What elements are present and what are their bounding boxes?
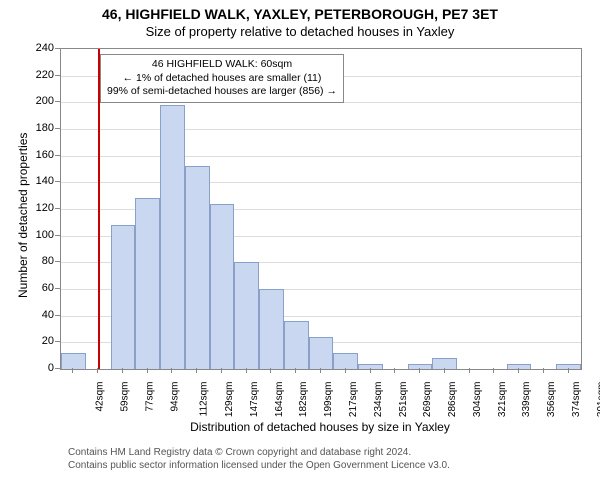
- histogram-bar: [210, 204, 235, 369]
- y-tick-label: 240: [30, 42, 54, 54]
- title-main: 46, HIGHFIELD WALK, YAXLEY, PETERBOROUGH…: [0, 0, 600, 22]
- title-sub: Size of property relative to detached ho…: [0, 22, 600, 43]
- y-tick-label: 0: [30, 362, 54, 374]
- histogram-bar: [259, 289, 284, 369]
- x-tick-label: 42sqm: [95, 382, 106, 412]
- histogram-bar: [333, 353, 358, 369]
- y-tick-mark: [55, 48, 60, 49]
- x-tick-mark: [270, 368, 271, 373]
- footer-text: Contains HM Land Registry data © Crown c…: [68, 446, 450, 472]
- x-tick-label: 374sqm: [571, 382, 582, 418]
- x-tick-mark: [221, 368, 222, 373]
- y-tick-label: 200: [30, 95, 54, 107]
- x-tick-mark: [444, 368, 445, 373]
- y-tick-label: 160: [30, 149, 54, 161]
- histogram-bar: [284, 321, 309, 369]
- annotation-line1: 46 HIGHFIELD WALK: 60sqm: [107, 58, 337, 72]
- y-tick-label: 80: [30, 255, 54, 267]
- x-tick-mark: [97, 368, 98, 373]
- histogram-bar: [61, 353, 86, 369]
- y-tick-label: 40: [30, 309, 54, 321]
- x-tick-label: 391sqm: [596, 382, 600, 418]
- x-tick-mark: [147, 368, 148, 373]
- x-tick-mark: [246, 368, 247, 373]
- x-tick-label: 164sqm: [274, 382, 285, 418]
- x-tick-label: 356sqm: [546, 382, 557, 418]
- x-tick-label: 112sqm: [199, 382, 210, 417]
- y-tick-mark: [55, 261, 60, 262]
- x-tick-mark: [122, 368, 123, 373]
- histogram-bar: [111, 225, 136, 369]
- x-tick-mark: [295, 368, 296, 373]
- histogram-bar: [556, 364, 581, 369]
- x-tick-label: 251sqm: [398, 382, 409, 418]
- x-tick-mark: [394, 368, 395, 373]
- footer-line1: Contains HM Land Registry data © Crown c…: [68, 446, 450, 459]
- histogram-bar: [135, 198, 160, 369]
- x-axis-label: Distribution of detached houses by size …: [60, 420, 580, 434]
- x-tick-label: 234sqm: [373, 382, 384, 418]
- gridline: [61, 156, 581, 157]
- annotation-line3: 99% of semi-detached houses are larger (…: [107, 85, 337, 99]
- x-tick-label: 286sqm: [447, 382, 458, 418]
- x-tick-mark: [493, 368, 494, 373]
- x-tick-label: 217sqm: [348, 382, 359, 418]
- histogram-bar: [309, 337, 334, 369]
- x-tick-label: 304sqm: [472, 382, 483, 418]
- x-tick-label: 339sqm: [521, 382, 532, 418]
- gridline: [61, 182, 581, 183]
- y-tick-label: 120: [30, 202, 54, 214]
- y-tick-mark: [55, 368, 60, 369]
- x-tick-mark: [196, 368, 197, 373]
- y-tick-mark: [55, 128, 60, 129]
- x-tick-label: 129sqm: [224, 382, 235, 418]
- annotation-line2: ← 1% of detached houses are smaller (11): [107, 72, 337, 86]
- y-tick-label: 100: [30, 229, 54, 241]
- y-tick-label: 140: [30, 175, 54, 187]
- x-tick-label: 182sqm: [299, 382, 310, 418]
- histogram-bar: [432, 358, 457, 369]
- x-tick-label: 199sqm: [323, 382, 334, 418]
- y-tick-mark: [55, 75, 60, 76]
- x-tick-label: 147sqm: [249, 382, 260, 418]
- y-tick-label: 60: [30, 282, 54, 294]
- x-tick-mark: [518, 368, 519, 373]
- x-tick-mark: [345, 368, 346, 373]
- x-tick-mark: [543, 368, 544, 373]
- x-tick-mark: [72, 368, 73, 373]
- gridline: [61, 129, 581, 130]
- y-tick-mark: [55, 341, 60, 342]
- histogram-bar: [185, 166, 210, 369]
- y-tick-label: 220: [30, 69, 54, 81]
- y-tick-mark: [55, 101, 60, 102]
- histogram-bar: [160, 105, 185, 369]
- x-tick-label: 269sqm: [422, 382, 433, 418]
- y-tick-mark: [55, 315, 60, 316]
- y-tick-mark: [55, 155, 60, 156]
- x-tick-mark: [568, 368, 569, 373]
- y-tick-mark: [55, 208, 60, 209]
- histogram-bar: [234, 262, 259, 369]
- x-tick-mark: [370, 368, 371, 373]
- histogram-bar: [358, 364, 383, 369]
- y-tick-mark: [55, 235, 60, 236]
- x-tick-mark: [419, 368, 420, 373]
- annotation-box: 46 HIGHFIELD WALK: 60sqm ← 1% of detache…: [100, 54, 344, 103]
- x-tick-mark: [171, 368, 172, 373]
- y-axis-label: Number of detached properties: [16, 132, 30, 297]
- x-tick-label: 94sqm: [169, 382, 180, 412]
- y-tick-mark: [55, 288, 60, 289]
- x-tick-label: 77sqm: [144, 382, 155, 412]
- x-tick-mark: [320, 368, 321, 373]
- y-tick-label: 180: [30, 122, 54, 134]
- x-tick-label: 59sqm: [120, 382, 131, 412]
- footer-line2: Contains public sector information licen…: [68, 459, 450, 472]
- y-tick-mark: [55, 181, 60, 182]
- x-tick-label: 321sqm: [497, 382, 508, 418]
- y-tick-label: 20: [30, 335, 54, 347]
- x-tick-mark: [469, 368, 470, 373]
